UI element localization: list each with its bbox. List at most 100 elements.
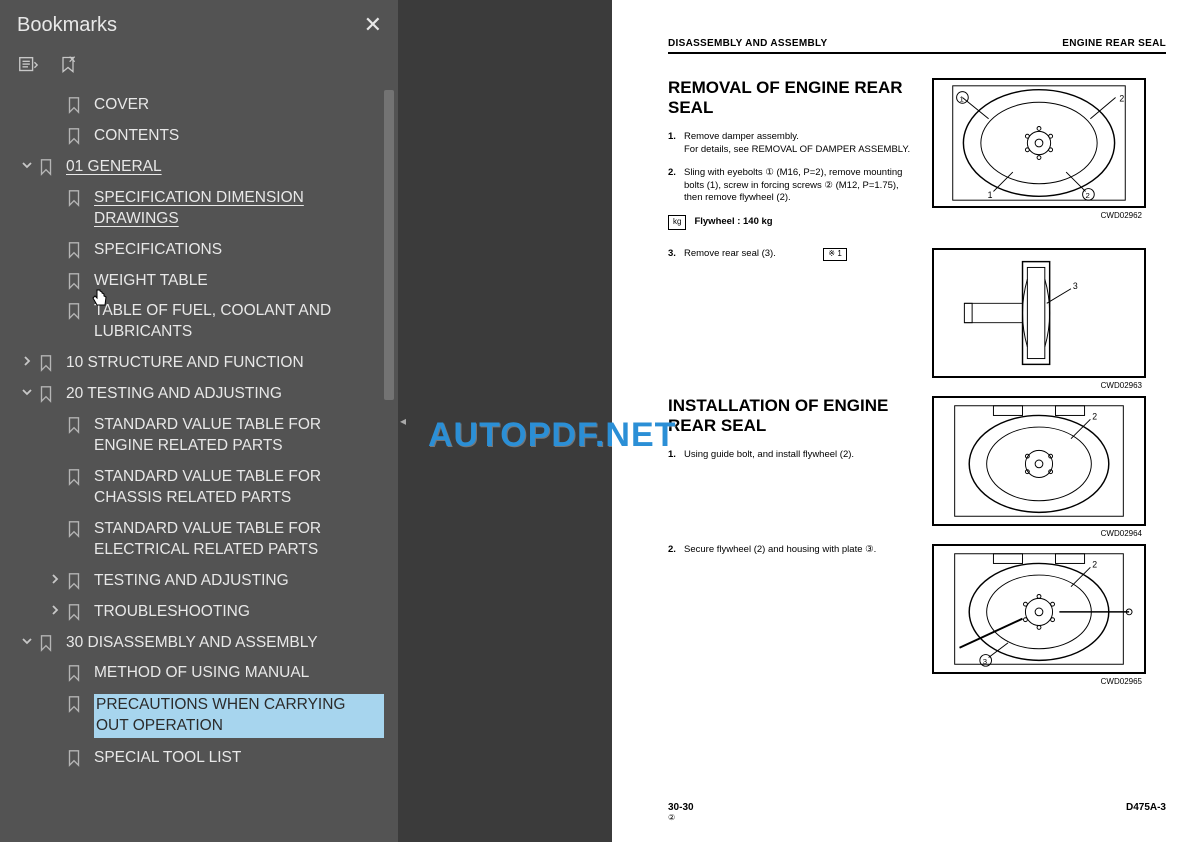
bookmark-icon <box>66 468 84 486</box>
bookmark-item[interactable]: TESTING AND ADJUSTING <box>6 566 398 597</box>
bookmark-item[interactable]: 30 DISASSEMBLY AND ASSEMBLY <box>6 628 398 659</box>
bookmark-item[interactable]: STANDARD VALUE TABLE FOR ELECTRICAL RELA… <box>6 514 398 566</box>
figure-2: 3 CWD02963 <box>932 248 1146 378</box>
chevron-right-icon[interactable] <box>44 571 66 585</box>
figure-3: 2 CWD02964 <box>932 396 1146 526</box>
step-number: 2. <box>668 167 684 205</box>
bookmark-item[interactable]: 10 STRUCTURE AND FUNCTION <box>6 348 398 379</box>
bookmark-item[interactable]: STANDARD VALUE TABLE FOR CHASSIS RELATED… <box>6 462 398 514</box>
section-title-removal: REMOVAL OF ENGINE REAR SEAL <box>668 78 914 117</box>
bookmark-item[interactable]: STANDARD VALUE TABLE FOR ENGINE RELATED … <box>6 410 398 462</box>
bookmark-label: SPECIFICATIONS <box>94 240 222 261</box>
find-bookmark-icon[interactable] <box>57 54 79 76</box>
bookmark-item[interactable]: TABLE OF FUEL, COOLANT AND LUBRICANTS <box>6 296 398 348</box>
step-text: Using guide bolt, and install flywheel (… <box>684 449 914 462</box>
figure-label: CWD02963 <box>1101 381 1142 390</box>
bookmark-icon <box>38 354 56 372</box>
section-installation: INSTALLATION OF ENGINE REAR SEAL 1. Usin… <box>668 396 1166 526</box>
bookmark-item[interactable]: SPECIAL TOOL LIST <box>6 743 398 774</box>
bookmark-list[interactable]: COVER CONTENTS 01 GENERAL SPECIFICATION DIM… <box>0 90 398 842</box>
expand-spacer <box>44 95 66 97</box>
bookmark-icon <box>66 695 84 713</box>
bookmarks-toolbar <box>0 46 398 90</box>
flywheel-weight: kg Flywheel : 140 kg <box>668 215 914 230</box>
bookmark-icon <box>66 664 84 682</box>
bookmark-label: 10 STRUCTURE AND FUNCTION <box>66 353 304 374</box>
svg-text:1: 1 <box>960 94 964 103</box>
bookmark-icon <box>38 158 56 176</box>
bookmark-label: PRECAUTIONS WHEN CARRYING OUT OPERATION <box>94 694 384 738</box>
bookmark-item[interactable]: WEIGHT TABLE <box>6 266 398 297</box>
figure-4: 2 3 CWD02965 <box>932 544 1146 674</box>
step-1: 1. Remove damper assembly. For details, … <box>668 131 914 157</box>
figure-2-column: 3 CWD02963 <box>932 248 1146 378</box>
svg-text:3: 3 <box>983 657 987 666</box>
svg-text:3: 3 <box>1073 281 1078 291</box>
step-text: Secure flywheel (2) and housing with pla… <box>684 544 914 557</box>
bookmark-item[interactable]: METHOD OF USING MANUAL <box>6 658 398 689</box>
bookmark-label: STANDARD VALUE TABLE FOR ENGINE RELATED … <box>94 415 384 457</box>
section-removal: REMOVAL OF ENGINE REAR SEAL 1. Remove da… <box>668 78 1166 230</box>
bookmark-icon <box>66 520 84 538</box>
sidebar-header: Bookmarks ✕ <box>0 0 398 46</box>
installation-text-column: INSTALLATION OF ENGINE REAR SEAL 1. Usin… <box>668 396 914 472</box>
bookmark-item[interactable]: CONTENTS <box>6 121 398 152</box>
bookmark-label: 30 DISASSEMBLY AND ASSEMBLY <box>66 633 318 654</box>
bookmark-label: STANDARD VALUE TABLE FOR ELECTRICAL RELA… <box>94 519 384 561</box>
bookmark-label: SPECIAL TOOL LIST <box>94 748 241 769</box>
bookmark-icon <box>66 241 84 259</box>
reference-box: ※ 1 <box>823 248 846 261</box>
install-step-2: 2. Secure flywheel (2) and housing with … <box>668 544 914 557</box>
bookmark-item[interactable]: SPECIFICATION DIMENSION DRAWINGS <box>6 183 398 235</box>
bookmark-item[interactable]: SPECIFICATIONS <box>6 235 398 266</box>
bookmark-item[interactable]: PRECAUTIONS WHEN CARRYING OUT OPERATION <box>6 689 398 743</box>
bookmark-icon <box>66 749 84 767</box>
step-text: Remove rear seal (3). ※ 1 <box>684 248 914 261</box>
figure-label: CWD02965 <box>1101 677 1142 686</box>
header-section-title: DISASSEMBLY AND ASSEMBLY <box>668 38 827 49</box>
figure-3-column: 2 CWD02964 <box>932 396 1146 526</box>
flywheel-weight-text: Flywheel : 140 kg <box>694 216 772 229</box>
expand-spacer <box>44 126 66 128</box>
bookmark-label: SPECIFICATION DIMENSION DRAWINGS <box>94 188 384 230</box>
bookmarks-sidebar: Bookmarks ✕ COVER CONTENTS 01 GENERAL SPECI… <box>0 0 398 842</box>
document-page: DISASSEMBLY AND ASSEMBLY ENGINE REAR SEA… <box>612 0 1200 842</box>
svg-text:2: 2 <box>1086 191 1090 200</box>
bookmark-label: TESTING AND ADJUSTING <box>94 571 289 592</box>
figure-1-column: 1 2 1 2 CWD02962 <box>932 78 1146 208</box>
outline-options-icon[interactable] <box>17 54 39 76</box>
bookmark-item[interactable]: TROUBLESHOOTING <box>6 597 398 628</box>
collapse-handle-icon[interactable]: ◂ <box>400 414 406 428</box>
page-number: 30-30 <box>668 802 694 813</box>
bookmark-label: STANDARD VALUE TABLE FOR CHASSIS RELATED… <box>94 467 384 509</box>
bookmark-icon <box>66 96 84 114</box>
bookmark-item[interactable]: COVER <box>6 90 398 121</box>
bookmark-label: 20 TESTING AND ADJUSTING <box>66 384 282 405</box>
doc-header: DISASSEMBLY AND ASSEMBLY ENGINE REAR SEA… <box>668 38 1166 54</box>
step-3-text-column: 3. Remove rear seal (3). ※ 1 <box>668 248 914 271</box>
chevron-down-icon[interactable] <box>16 157 38 171</box>
bookmark-label: 01 GENERAL <box>66 157 162 178</box>
footer-model: D475A-3 <box>1126 802 1166 822</box>
chevron-right-icon[interactable] <box>16 353 38 367</box>
scrollbar-thumb[interactable] <box>384 90 394 400</box>
sidebar-title: Bookmarks <box>17 14 117 37</box>
bookmark-label: METHOD OF USING MANUAL <box>94 663 309 684</box>
bookmark-item[interactable]: 20 TESTING AND ADJUSTING <box>6 379 398 410</box>
bookmark-icon <box>66 302 84 320</box>
chevron-down-icon[interactable] <box>16 384 38 398</box>
chevron-right-icon[interactable] <box>44 602 66 616</box>
chevron-down-icon[interactable] <box>16 633 38 647</box>
bookmark-label: CONTENTS <box>94 126 179 147</box>
bookmark-label: TABLE OF FUEL, COOLANT AND LUBRICANTS <box>94 301 384 343</box>
bookmark-icon <box>66 272 84 290</box>
svg-text:2: 2 <box>1092 411 1097 421</box>
step-3: 3. Remove rear seal (3). ※ 1 <box>668 248 914 261</box>
bookmark-item[interactable]: 01 GENERAL <box>6 152 398 183</box>
preview-gutter: ◂ AUTOPDF.NET <box>398 0 612 842</box>
install-step-2-text: 2. Secure flywheel (2) and housing with … <box>668 544 914 567</box>
close-icon[interactable]: ✕ <box>364 12 382 38</box>
section-title-installation: INSTALLATION OF ENGINE REAR SEAL <box>668 396 914 435</box>
watermark-text: AUTOPDF.NET <box>428 416 676 455</box>
step-3-body: Remove rear seal (3). <box>684 248 776 259</box>
